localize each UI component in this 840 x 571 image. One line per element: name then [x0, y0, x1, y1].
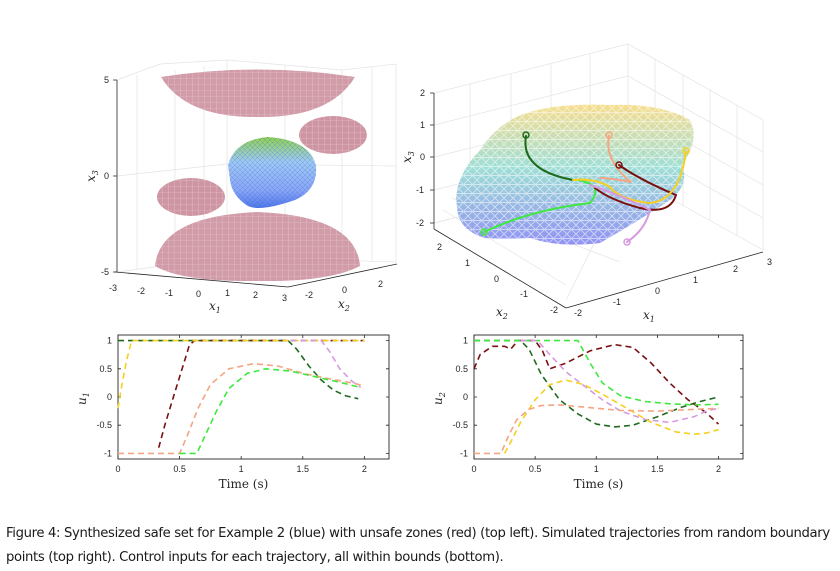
x-tick: 1: [225, 288, 230, 298]
x-tick: 0: [196, 289, 201, 299]
z-tick: -5: [101, 267, 109, 277]
unsafe-zone-top: [161, 69, 355, 118]
safe-set-3d-plot: 5 0 -5 -3 -2 -1 0 1 2 3 -2 0 2 x1 x2 x3: [84, 59, 398, 315]
x-tick: -3: [109, 283, 117, 293]
z-tick: -2: [416, 218, 424, 228]
unsafe-zone-bottom: [155, 212, 360, 282]
y-tick-label: -1: [104, 448, 112, 458]
start-marker: [682, 147, 690, 155]
z-tick: -1: [416, 185, 424, 195]
x2-axis-label: x2: [496, 305, 508, 321]
x-tick: -1: [165, 288, 173, 298]
x-tick-label: 2: [716, 464, 721, 474]
x-tick-label: 1.5: [651, 464, 664, 474]
y-tick-label: 1: [463, 336, 468, 346]
trajectory-salmon: [599, 135, 632, 183]
u1-plot: 0 0.5 1 1.5 2 -1 -0.5 0 0.5 1 Time (s) u1: [75, 334, 390, 491]
start-marker: [480, 228, 488, 236]
trajectory-dark-red: [594, 164, 678, 211]
x-tick-label: 1: [594, 464, 599, 474]
y-tick: -2: [550, 305, 558, 315]
y-tick: 2: [378, 279, 383, 289]
x-tick: 2: [733, 264, 738, 274]
x-tick-label: 2: [362, 464, 367, 474]
series-green: [474, 339, 719, 406]
y-tick: 1: [465, 258, 470, 268]
x-tick-label: 0.5: [173, 464, 186, 474]
x-tick: 2: [253, 290, 258, 300]
unsafe-zone-left: [157, 178, 225, 216]
trajectories: [480, 131, 690, 246]
x-tick: 0: [655, 286, 660, 296]
x-tick: -2: [137, 286, 145, 296]
axes: [430, 92, 764, 309]
z-tick: 1: [420, 120, 425, 130]
start-marker: [605, 131, 613, 139]
series-violet: [290, 339, 362, 389]
x-tick-label: 0: [115, 464, 120, 474]
figure-canvas: 5 0 -5 -3 -2 -1 0 1 2 3 -2 0 2 x1 x2 x3: [75, 43, 772, 491]
x-tick: 1: [693, 275, 698, 285]
x-tick: 3: [767, 257, 772, 267]
trajectories-3d-plot: 2 1 0 -1 -2 2 1 0 -1 -2 -2 -1 0 1 2 3 x2…: [400, 43, 772, 324]
series-violet: [520, 339, 719, 424]
x3-axis-label: x3: [400, 151, 416, 163]
y-tick-label: 0.5: [455, 364, 468, 374]
x-tick: -1: [613, 297, 621, 307]
series-green: [179, 368, 359, 455]
z-tick: 0: [104, 171, 109, 181]
x-tick: 3: [282, 293, 287, 303]
plot-frame: [117, 334, 390, 460]
y-tick-label: 0.5: [99, 364, 112, 374]
ticks: 2 1 0 -1 -2 2 1 0 -1 -2 -2 -1 0 1 2 3: [416, 88, 772, 318]
x1-axis-label: x1: [209, 299, 221, 315]
series-salmon: [474, 404, 719, 455]
y-tick: 0: [494, 274, 499, 284]
x-axis-label: Time (s): [574, 477, 624, 491]
series-dark-green: [118, 339, 359, 400]
start-marker: [623, 238, 631, 246]
y-tick: -1: [520, 289, 528, 299]
unsafe-zone-right: [299, 116, 367, 154]
y-tick-label: -0.5: [96, 420, 112, 430]
y-tick: 0: [342, 285, 347, 295]
x-tick-label: 0.5: [529, 464, 542, 474]
y-axis-label: u1: [75, 392, 91, 405]
start-marker: [522, 131, 530, 139]
x-tick-label: 1: [239, 464, 244, 474]
y-tick-label: 0: [107, 392, 112, 402]
z-tick: 2: [420, 88, 425, 98]
series-dark-red: [157, 339, 365, 448]
trajectory-violet: [589, 184, 652, 243]
x1-axis-label: x1: [643, 308, 655, 324]
axes: [113, 79, 398, 288]
y-tick: -2: [305, 290, 313, 300]
x-axis-label: Time (s): [219, 477, 269, 491]
y-axis-label: u2: [431, 392, 447, 405]
start-marker: [615, 161, 623, 169]
series-dark-red: [473, 339, 720, 425]
x-tick-label: 0: [471, 464, 476, 474]
series-salmon: [118, 362, 365, 455]
x-tick: -2: [574, 308, 582, 318]
x-tick-label: 1.5: [297, 464, 310, 474]
x2-axis-label: x2: [338, 297, 350, 313]
u2-plot: 0 0.5 1 1.5 2 -1 -0.5 0 0.5 1 Time (s) u2: [431, 334, 744, 491]
y-tick-label: 0: [463, 392, 468, 402]
safe-set-mesh: [228, 137, 317, 208]
x3-axis-label: x3: [84, 170, 100, 182]
z-tick: 0: [420, 152, 425, 162]
y-tick-label: -1: [460, 448, 468, 458]
ticks: 5 0 -5 -3 -2 -1 0 1 2 3 -2 0 2: [101, 75, 383, 303]
trajectory-yellow: [572, 150, 687, 205]
y-tick-label: 1: [107, 336, 112, 346]
series-dark-green: [474, 339, 719, 428]
z-tick: 5: [104, 75, 109, 85]
y-tick-label: -0.5: [452, 420, 468, 430]
y-tick: 2: [437, 242, 442, 252]
figure-caption: Figure 4: Synthesized safe set for Examp…: [6, 526, 830, 565]
trajectory-dark-green: [524, 135, 574, 181]
safe-set-mesh: [456, 104, 694, 245]
